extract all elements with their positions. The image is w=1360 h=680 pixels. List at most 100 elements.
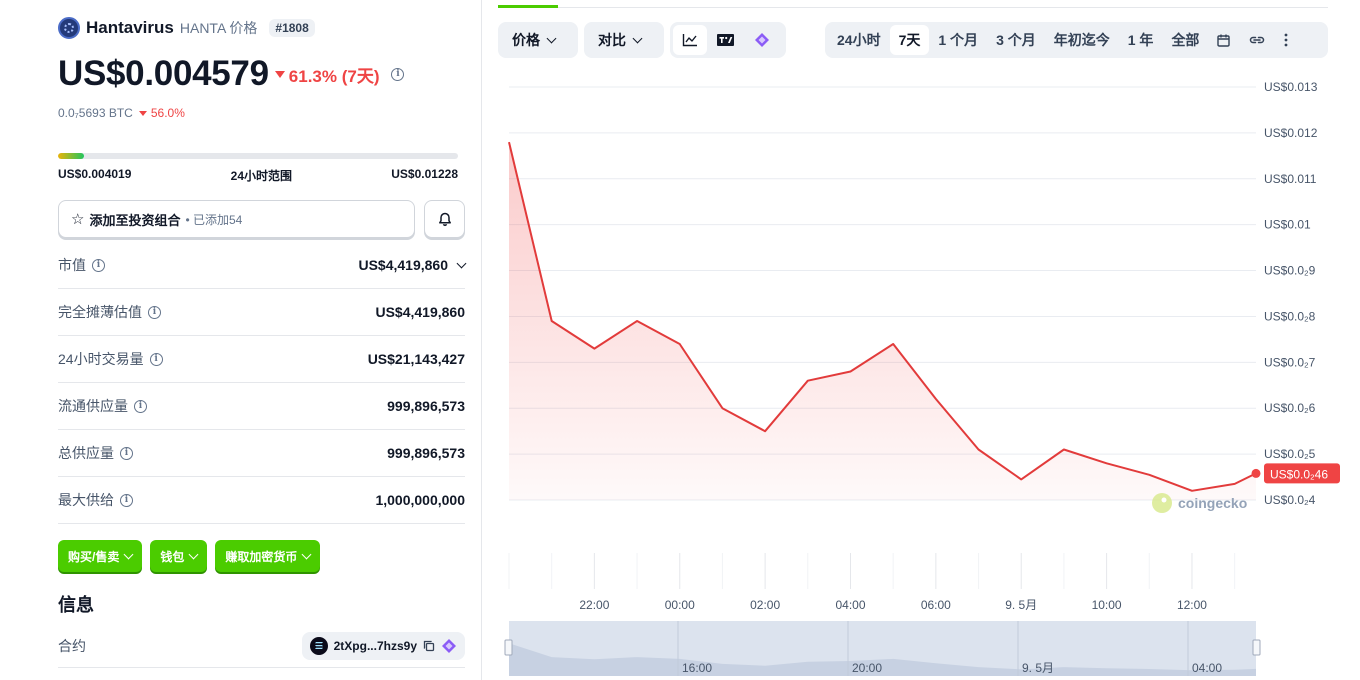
info-icon[interactable]: i <box>391 67 405 81</box>
price-dropdown-label: 价格 <box>512 32 540 48</box>
stat-value-text: 999,896,573 <box>387 398 465 414</box>
buy-sell-button[interactable]: 购买/售卖 <box>58 540 143 572</box>
stat-label-text: 总供应量 <box>58 445 114 461</box>
stat-row: 24小时交易量 i US$21,143,427 <box>58 336 465 383</box>
star-icon: ☆ <box>71 211 85 228</box>
earn-crypto-button[interactable]: 赚取加密货币 <box>215 540 321 572</box>
down-arrow-icon <box>274 70 285 78</box>
compare-dropdown[interactable]: 对比 <box>584 22 664 58</box>
stat-label-text: 完全摊薄估值 <box>58 304 142 320</box>
range-1m-button[interactable]: 1 个月 <box>938 32 979 48</box>
stat-label: 最大供给 i <box>58 490 133 510</box>
line-chart-icon <box>682 34 697 47</box>
stat-value: 1,000,000,000 <box>375 492 465 508</box>
range-all-button[interactable]: 全部 <box>1171 32 1200 48</box>
calendar-icon <box>1217 34 1231 47</box>
x-tick-label: 22:00 <box>579 598 609 612</box>
last-price-dot <box>1251 468 1261 478</box>
tradingview-button[interactable] <box>709 25 743 55</box>
stat-value-text: US$21,143,427 <box>367 351 465 367</box>
copy-icon[interactable] <box>423 640 435 652</box>
range-7d-button[interactable]: 7天 <box>889 25 930 55</box>
range-24h-button[interactable]: 24小时 <box>837 32 881 48</box>
chevron-down-icon <box>188 549 199 559</box>
btc-price-row: 0.0₇5693 BTC 56.0% <box>58 106 185 120</box>
price-chart[interactable]: US$0.013 US$0.012 US$0.011 US$0.01 US$0.0₂9 U… <box>498 70 1360 680</box>
contract-address: 2tXpg...7hzs9y <box>333 638 417 653</box>
info-icon[interactable]: i <box>149 352 163 366</box>
info-section-title: 信息 <box>58 595 94 615</box>
navigator-tick-label: 9. 5月 <box>1022 661 1054 675</box>
range-24h-bar <box>58 153 458 159</box>
wallet-button[interactable]: 钱包 <box>150 540 208 572</box>
info-icon[interactable]: i <box>120 493 133 507</box>
more-vertical-icon <box>1285 33 1288 47</box>
stat-label-text: 流通供应量 <box>58 398 128 414</box>
info-icon[interactable]: i <box>92 258 105 272</box>
x-tick-label: 06:00 <box>921 598 951 612</box>
coingecko-logo-eye <box>1161 497 1167 503</box>
wallet-connect-icon[interactable] <box>441 638 457 654</box>
compare-dropdown-label: 对比 <box>598 32 626 48</box>
tabs-underline <box>498 7 1328 8</box>
watermark: coingecko <box>1178 495 1247 511</box>
rank-badge: #1808 <box>269 19 315 37</box>
navigator-series <box>509 643 1256 676</box>
x-tick-label: 12:00 <box>1177 598 1207 612</box>
solana-icon <box>309 636 328 655</box>
price-change-7d: 61.3% (7天) <box>274 62 380 87</box>
y-tick-label: US$0.0₂7 <box>1264 355 1316 369</box>
navigator-left-handle <box>504 639 513 656</box>
y-tick-label: US$0.013 <box>1264 80 1318 94</box>
wallet-label: 钱包 <box>160 549 185 564</box>
info-icon[interactable]: i <box>134 399 147 413</box>
portfolio-label: 添加至投资组合 <box>89 212 181 228</box>
contract-pill[interactable]: 2tXpg...7hzs9y <box>301 631 465 660</box>
price-change-value: 61.3% (7天) <box>288 66 380 86</box>
price-chart-svg: US$0.013 US$0.012 US$0.011 US$0.01 US$0.0₂9 U… <box>504 80 1340 676</box>
stat-value-text: US$4,419,860 <box>358 257 448 273</box>
stat-value: 999,896,573 <box>387 398 465 414</box>
stat-row: 市值 i US$4,419,860 <box>58 242 467 289</box>
btc-change-value: 56.0% <box>150 106 185 120</box>
chevron-down-icon <box>546 33 557 43</box>
x-tick-label: 02:00 <box>750 598 780 612</box>
price-area <box>509 142 1256 500</box>
btc-price: 0.0₇5693 BTC <box>58 106 133 120</box>
x-tick-label: 10:00 <box>1092 598 1122 612</box>
add-to-portfolio-button[interactable]: ☆ 添加至投资组合 • 已添加54 <box>58 200 415 238</box>
coin-name: Hantavirus <box>86 18 174 37</box>
price-dropdown[interactable]: 价格 <box>498 22 578 58</box>
navigator-tick-label: 16:00 <box>682 661 712 675</box>
down-arrow-icon <box>138 110 147 116</box>
info-icon[interactable]: i <box>120 446 133 460</box>
price-alert-button[interactable] <box>424 200 465 238</box>
link-icon <box>1250 36 1265 44</box>
line-chart-button[interactable] <box>673 25 707 55</box>
chevron-down-icon <box>456 258 467 268</box>
last-price-label: US$0.0₂46 <box>1270 467 1328 481</box>
range-ytd-button[interactable]: 年初迄今 <box>1053 32 1110 48</box>
info-icon[interactable]: i <box>148 305 161 319</box>
coingecko-logo <box>1152 493 1172 513</box>
bell-icon <box>438 212 451 226</box>
range-3m-button[interactable]: 3 个月 <box>996 32 1036 48</box>
diamond-icon <box>755 33 769 47</box>
chart-type-group <box>670 22 786 58</box>
share-link-button[interactable] <box>1239 25 1275 55</box>
navigator-tick-label: 20:00 <box>852 661 882 675</box>
stat-value[interactable]: US$4,419,860 <box>358 257 467 273</box>
stat-label-text: 最大供给 <box>58 492 114 508</box>
more-options-button[interactable] <box>1275 25 1297 55</box>
range-1y-button[interactable]: 1 年 <box>1127 32 1154 48</box>
y-tick-label: US$0.011 <box>1264 172 1317 186</box>
price-line <box>508 141 1257 492</box>
geckoterminal-button[interactable] <box>745 25 779 55</box>
last-price-badge <box>1264 463 1340 484</box>
stat-row: 流通供应量 i 999,896,573 <box>58 383 465 430</box>
calendar-button[interactable] <box>1208 25 1239 55</box>
navigator-right-handle <box>1252 639 1261 656</box>
x-tick-label: 9. 5月 <box>1005 598 1037 612</box>
y-tick-label: US$0.0₂5 <box>1264 447 1316 461</box>
btc-change: 56.0% <box>138 106 185 120</box>
